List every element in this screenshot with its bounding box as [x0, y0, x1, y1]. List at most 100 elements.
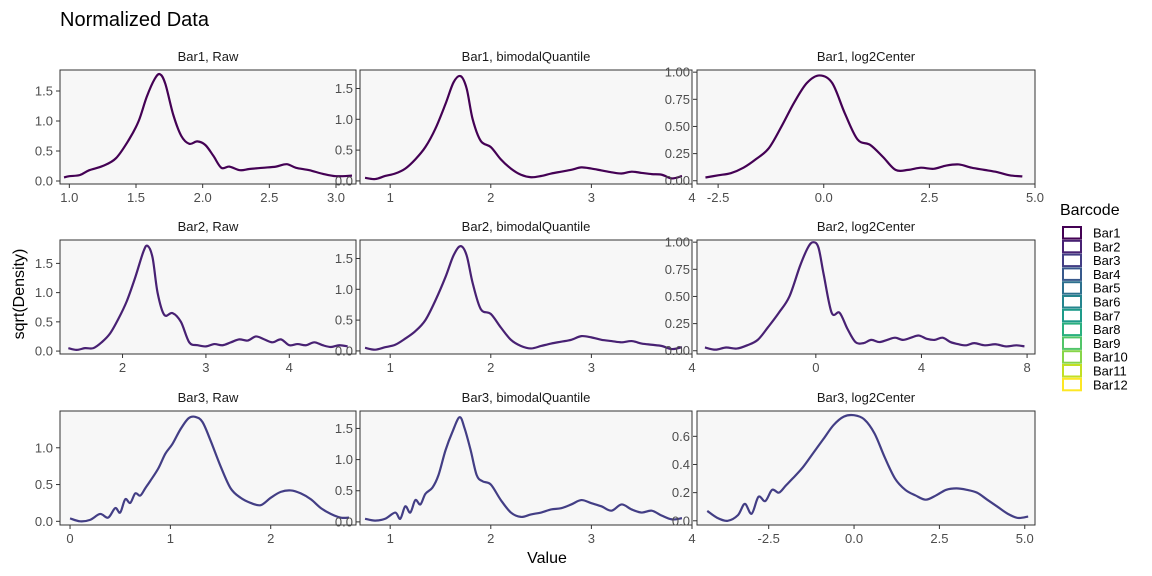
y-tick-label: 0.5: [35, 144, 53, 159]
y-tick-label: 1.0: [35, 285, 53, 300]
facet-panel: Bar2, bimodalQuantile 1 2 3 4 0.0 0.5 1.0 1.5: [335, 219, 696, 375]
y-tick-label: 1.00: [665, 65, 690, 80]
legend-item: Bar1: [1062, 226, 1120, 241]
x-tick-label: 1: [387, 190, 394, 205]
x-tick-label: 2: [487, 190, 494, 205]
facet-strip-label: Bar1, Raw: [178, 49, 239, 64]
x-tick-label: 1: [387, 531, 394, 546]
legend-item: Bar2: [1062, 239, 1120, 254]
density-line: [705, 74, 1023, 179]
facet-panel: Bar1, log2Center -2.5 0.0 2.5 5.0 0.00 0.25 0.5…: [665, 49, 1044, 205]
y-tick-label: 0.0: [672, 513, 690, 528]
legend-label: Bar9: [1093, 336, 1120, 351]
x-tick-label: 2: [487, 360, 494, 375]
facet-strip-label: Bar3, Raw: [178, 390, 239, 405]
legend-key: [1062, 377, 1082, 392]
x-tick-label: 2: [267, 531, 274, 546]
panel-background: [359, 410, 693, 526]
x-tick-label: 0.0: [845, 531, 863, 546]
legend-key: [1062, 267, 1082, 281]
legend-item: Bar9: [1062, 336, 1120, 351]
y-tick-label: 0.75: [665, 92, 690, 107]
legend-key: [1062, 239, 1082, 254]
y-tick-label: 0.00: [665, 173, 690, 188]
legend-title: Barcode: [1060, 202, 1120, 219]
legend-label: Bar8: [1093, 322, 1120, 337]
legend-label: Bar12: [1093, 377, 1128, 392]
x-tick-label: 2.5: [260, 190, 278, 205]
legend-item: Bar12: [1062, 377, 1128, 392]
x-tick-label: 4: [688, 190, 695, 205]
facet-strip-label: Bar3, log2Center: [817, 390, 916, 405]
y-tick-label: 0.75: [665, 262, 690, 277]
y-tick-label: 0.2: [672, 485, 690, 500]
facet-panel: Bar3, bimodalQuantile 1 2 3 4 0.0 0.5 1.0 1.5: [335, 390, 696, 546]
y-tick-label: 1.00: [665, 235, 690, 250]
legend-item: Bar11: [1062, 364, 1127, 379]
facet-panel: Bar2, Raw 2 3 4 0.0 0.5 1.0 1.5: [35, 219, 357, 375]
legend-item: Bar7: [1062, 308, 1120, 323]
y-tick-label: 1.0: [335, 452, 353, 467]
y-tick-label: 1.5: [335, 251, 353, 266]
legend-item: Bar5: [1062, 281, 1120, 296]
density-line: [63, 72, 353, 179]
panel-background: [696, 69, 1036, 185]
y-tick-label: 0.5: [35, 314, 53, 329]
legend-label: Bar1: [1093, 226, 1120, 241]
x-tick-label: 4: [918, 360, 925, 375]
facet-strip-label: Bar2, bimodalQuantile: [462, 219, 591, 234]
x-tick-label: 8: [1023, 360, 1030, 375]
panel-background: [59, 410, 357, 526]
facet-panel: Bar2, log2Center 0 4 8 0.00 0.25 0.50 0.75 1.00: [665, 219, 1036, 375]
density-line: [364, 416, 683, 522]
x-tick-label: -2.5: [707, 190, 729, 205]
legend-label: Bar11: [1093, 364, 1127, 379]
x-tick-label: 0.0: [815, 190, 833, 205]
facet-panel: Bar3, log2Center -2.5 0.0 2.5 5.0 0.0 0.2 0.4 0.…: [672, 390, 1036, 546]
density-line: [364, 74, 683, 181]
panel-background: [59, 69, 357, 185]
legend-key: [1062, 281, 1082, 295]
legend-key: [1062, 350, 1082, 364]
x-tick-label: 0: [812, 360, 819, 375]
y-tick-label: 0.50: [665, 289, 690, 304]
facet-panel: Bar3, Raw 0 1 2 0.0 0.5 1.0: [35, 390, 357, 546]
x-tick-label: 3: [588, 360, 595, 375]
x-tick-label: 5.0: [1016, 531, 1034, 546]
y-tick-label: 0.5: [335, 313, 353, 328]
facet-strip-label: Bar1, log2Center: [817, 49, 916, 64]
x-axis-label: Value: [527, 550, 567, 567]
y-tick-label: 0.5: [335, 483, 353, 498]
facet-strip-label: Bar2, Raw: [178, 219, 239, 234]
panel-background: [359, 239, 693, 355]
y-tick-label: 1.0: [35, 114, 53, 129]
facet-panel: Bar1, Raw 1.0 1.5 2.0 2.5 3.0 0.0 0.5 1.0 1.5: [35, 49, 357, 205]
density-line: [704, 241, 1025, 351]
y-tick-label: 0.0: [35, 514, 53, 529]
legend-key: [1062, 253, 1082, 268]
legend-label: Bar10: [1093, 350, 1128, 365]
legend-item: Bar3: [1062, 253, 1120, 268]
y-tick-label: 0.25: [665, 146, 690, 161]
density-line: [706, 413, 1029, 522]
x-tick-label: 2.0: [194, 190, 212, 205]
legend-key: [1062, 336, 1082, 350]
x-tick-label: -2.5: [757, 531, 779, 546]
x-tick-label: 1: [387, 360, 394, 375]
panel-background: [359, 69, 693, 185]
y-tick-label: 0.0: [35, 344, 53, 359]
y-tick-label: 0.00: [665, 343, 690, 358]
legend-key: [1062, 308, 1082, 323]
x-tick-label: 3: [588, 190, 595, 205]
x-tick-label: 2.5: [920, 190, 938, 205]
panel-background: [696, 410, 1036, 526]
x-tick-label: 3: [588, 531, 595, 546]
legend-key: [1062, 226, 1082, 240]
y-tick-label: 0.6: [672, 429, 690, 444]
y-tick-label: 0.0: [335, 173, 353, 188]
y-tick-label: 0.4: [672, 457, 690, 472]
legend: Barcode Bar1Bar2Bar3Bar4Bar5Bar6Bar7Bar8…: [1060, 202, 1128, 392]
legend-label: Bar6: [1093, 295, 1120, 310]
